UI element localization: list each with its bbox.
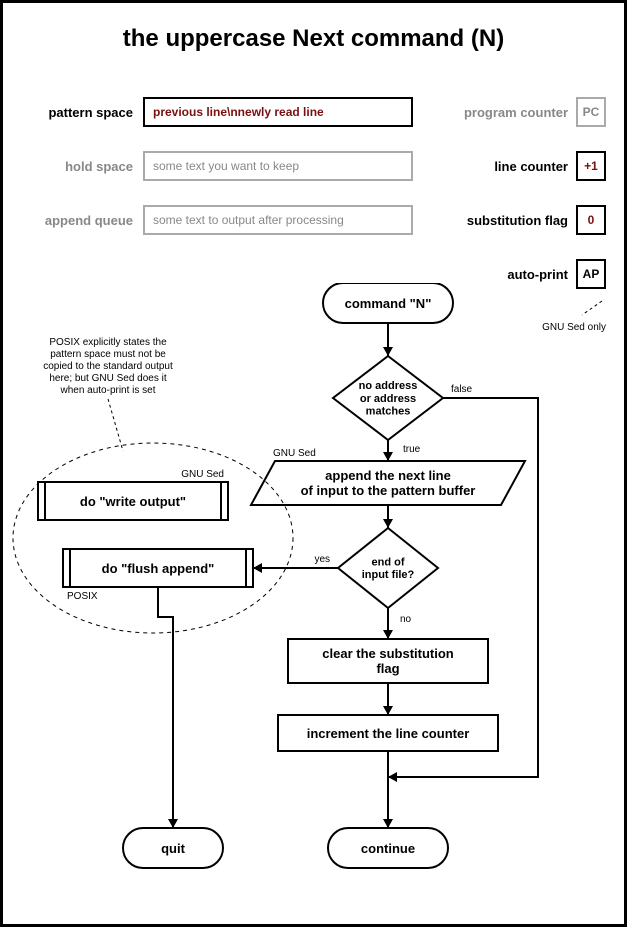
- svg-text:end of: end of: [372, 557, 405, 569]
- pattern-space-label: pattern space: [23, 105, 143, 120]
- svg-text:continue: continue: [361, 841, 415, 856]
- svg-text:yes: yes: [314, 554, 330, 565]
- svg-text:or address: or address: [360, 393, 416, 405]
- svg-text:pattern space must not be: pattern space must not be: [50, 349, 166, 360]
- append-queue-label: append queue: [23, 213, 143, 228]
- svg-text:command "N": command "N": [345, 296, 432, 311]
- diagram-frame: the uppercase Next command (N) pattern s…: [0, 0, 627, 927]
- substitution-flag-value: 0: [576, 205, 606, 235]
- svg-text:here; but GNU Sed does it: here; but GNU Sed does it: [49, 373, 167, 384]
- posix-note-ellipse: [13, 443, 293, 633]
- program-counter-label: program counter: [464, 105, 568, 120]
- svg-text:false: false: [451, 384, 473, 395]
- svg-text:of input to the pattern buffer: of input to the pattern buffer: [301, 483, 476, 498]
- program-counter-value: PC: [576, 97, 606, 127]
- svg-text:do "write output": do "write output": [80, 494, 186, 509]
- hold-space-row: hold space some text you want to keep: [23, 151, 453, 181]
- svg-text:clear the substitution: clear the substitution: [322, 646, 454, 661]
- svg-text:no: no: [400, 614, 412, 625]
- pattern-space-row: pattern space previous line\nnewly read …: [23, 97, 453, 127]
- svg-text:do "flush append": do "flush append": [102, 561, 215, 576]
- svg-text:true: true: [403, 444, 421, 455]
- svg-text:input file?: input file?: [362, 569, 415, 581]
- page-title: the uppercase Next command (N): [3, 25, 624, 53]
- program-counter-row: program counter PC: [436, 97, 606, 127]
- svg-text:no address: no address: [359, 380, 418, 392]
- substitution-flag-label: substitution flag: [467, 213, 568, 228]
- auto-print-label: auto-print: [507, 267, 568, 282]
- svg-text:GNU Sed: GNU Sed: [181, 469, 224, 480]
- svg-text:append the next line: append the next line: [325, 468, 451, 483]
- svg-text:GNU Sed: GNU Sed: [273, 448, 316, 459]
- line-counter-row: line counter +1: [436, 151, 606, 181]
- line-counter-value: +1: [576, 151, 606, 181]
- hold-space-label: hold space: [23, 159, 143, 174]
- hold-space-value: some text you want to keep: [143, 151, 413, 181]
- spaces-panel: pattern space previous line\nnewly read …: [23, 97, 453, 259]
- svg-text:increment the line counter: increment the line counter: [307, 726, 470, 741]
- svg-text:flag: flag: [376, 661, 399, 676]
- svg-text:matches: matches: [366, 406, 411, 418]
- svg-text:copied to the standard output: copied to the standard output: [43, 361, 173, 372]
- svg-text:when auto-print is set: when auto-print is set: [59, 385, 155, 396]
- substitution-flag-row: substitution flag 0: [436, 205, 606, 235]
- svg-text:POSIX explicitly states the: POSIX explicitly states the: [49, 337, 167, 348]
- pattern-space-value: previous line\nnewly read line: [143, 97, 413, 127]
- flowchart: command "N" no addressor addressmatches tr…: [3, 283, 627, 923]
- append-queue-value: some text to output after processing: [143, 205, 413, 235]
- svg-text:POSIX: POSIX: [67, 591, 98, 602]
- append-queue-row: append queue some text to output after p…: [23, 205, 453, 235]
- svg-text:quit: quit: [161, 841, 185, 856]
- line-counter-label: line counter: [494, 159, 568, 174]
